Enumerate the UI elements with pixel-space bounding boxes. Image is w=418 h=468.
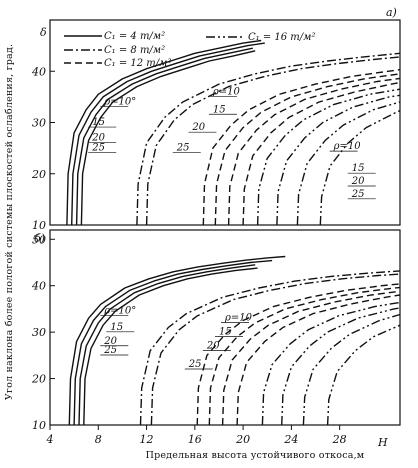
series-line: [276, 94, 401, 226]
annotation-label: 15: [352, 163, 365, 174]
series-line: [302, 313, 401, 426]
series-line: [66, 39, 262, 226]
series-line: [136, 52, 401, 226]
series-line: [242, 81, 401, 226]
series-line: [281, 307, 401, 426]
series-line: [236, 294, 401, 426]
annotation-label: ρ=10: [212, 86, 241, 97]
annotation-label: 15: [110, 322, 123, 333]
annotation-label: 15: [92, 117, 105, 128]
y-tick-label: 50: [32, 233, 46, 246]
x-tick-label: 8: [95, 433, 102, 446]
annotation-label: 20: [103, 336, 117, 347]
annotation-label: 25: [91, 143, 105, 154]
x-axis-title: Предельная высота устойчивого откоса,м: [146, 450, 365, 461]
plot-marks: 4 8 12 16 20 24 2810203040ρ=10°152025ρ=1015202…: [31, 39, 401, 446]
series-line: [73, 259, 273, 426]
series-line: [319, 110, 401, 226]
series-line: [196, 283, 401, 426]
series-line: [80, 50, 256, 226]
series-line: [208, 286, 401, 426]
series-line: [296, 101, 401, 226]
x-tick-label: 4: [46, 433, 54, 446]
annotation-label: 15: [213, 104, 226, 115]
legend-label-c12: C₁ = 12 т/м²: [104, 58, 171, 69]
annotation-label: ρ=10°: [103, 97, 136, 108]
y-axis-title: Угол наклона более пологой системы плоск…: [4, 44, 15, 400]
annotation-label: 20: [91, 132, 105, 143]
series-line: [326, 324, 401, 426]
y-tick-label: 20: [31, 168, 46, 181]
annotation-label: 25: [176, 143, 190, 154]
y-tick-label: 40: [31, 280, 46, 293]
series-line: [71, 42, 265, 226]
series-line: [256, 88, 401, 226]
legend-label-c8: C₁ = 8 т/м²: [104, 45, 165, 56]
x-tick-label: 16: [188, 433, 202, 446]
annotation-label: 25: [351, 189, 365, 200]
legend-label-c4: C₁ = 4 т/м²: [104, 31, 165, 42]
annotation-label: ρ=10: [224, 313, 253, 324]
legend-label-c16: C₁ = 16 т/м²: [248, 32, 315, 43]
x-tick-label: 24: [283, 433, 298, 446]
annotation-label: 20: [206, 340, 220, 351]
y-tick-label: 20: [31, 373, 46, 386]
series-line: [75, 47, 253, 226]
y-tick-label: 40: [31, 65, 46, 78]
y-symbol: δ: [40, 26, 47, 39]
series-line: [139, 270, 401, 426]
series-line: [221, 290, 401, 426]
series-line: [227, 77, 401, 226]
y-tick-label: 10: [32, 219, 46, 232]
panel-b-tag: б): [34, 232, 45, 245]
panel-a-tag: a): [386, 6, 397, 19]
y-tick-label: 30: [32, 326, 46, 339]
annotation-label: ρ=10: [333, 141, 362, 152]
series-line: [68, 255, 286, 426]
annotation-label: 20: [351, 176, 365, 187]
series-line: [261, 301, 401, 426]
series-line: [202, 69, 401, 226]
legend: C₁ = 4 т/м² C₁ = 8 т/м² C₁ = 12 т/м² C₁ …: [64, 31, 315, 69]
annotation-label: 20: [191, 122, 205, 133]
series-line: [145, 56, 401, 226]
series-line: [83, 267, 258, 426]
x-tick-label: 20: [235, 433, 250, 446]
annotation-label: 15: [219, 326, 232, 337]
series-line: [78, 264, 256, 426]
x-tick-label: 12: [140, 433, 154, 446]
annotation-label: 25: [188, 359, 202, 370]
x-symbol: H: [377, 436, 388, 449]
annotation-label: 25: [103, 345, 117, 356]
y-tick-label: 10: [32, 419, 46, 432]
y-tick-label: 30: [32, 117, 46, 130]
x-tick-label: 28: [332, 433, 347, 446]
panel-b-frame: [49, 229, 401, 426]
annotation-label: ρ=10°: [103, 306, 136, 317]
series-line: [214, 73, 401, 226]
